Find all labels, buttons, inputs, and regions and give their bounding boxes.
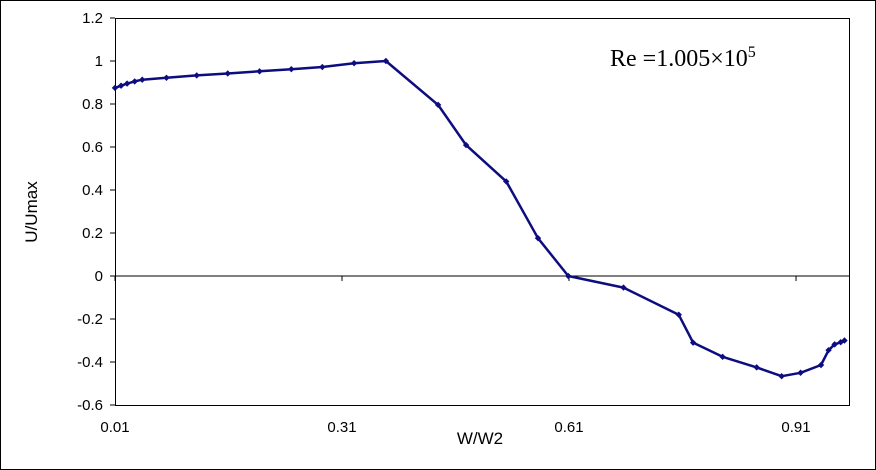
data-point: [117, 82, 125, 89]
data-point: [382, 57, 390, 65]
x-tick-label: 0.31: [327, 419, 356, 436]
y-tick-label: 0.2: [82, 225, 103, 242]
y-tick-label: -0.4: [77, 354, 103, 371]
y-tick-label: 1.2: [82, 10, 103, 27]
reynolds-annotation-main: Re =1.005×10: [610, 46, 748, 72]
data-point: [719, 353, 726, 361]
y-tick-label: 0: [95, 268, 103, 285]
data-point: [817, 361, 825, 369]
data-point: [163, 74, 170, 81]
data-point: [565, 272, 572, 280]
series-line: [114, 59, 846, 378]
data-point: [675, 311, 682, 318]
y-tick-label: 0.8: [82, 96, 103, 113]
data-point: [319, 63, 326, 71]
y-axis-title: U/Umax: [22, 181, 41, 243]
data-point: [462, 141, 470, 149]
data-point: [139, 76, 146, 83]
y-tick-label: -0.2: [77, 311, 103, 328]
x-tick-label: 0.61: [554, 419, 583, 436]
data-point: [753, 364, 760, 371]
data-point: [689, 339, 697, 346]
data-point: [288, 65, 295, 73]
data-point: [534, 234, 542, 242]
data-point: [841, 337, 848, 344]
series-layer: [111, 57, 848, 380]
data-point: [256, 68, 263, 75]
data-point: [434, 101, 442, 109]
data-point: [131, 78, 138, 85]
x-tick-label: 0.01: [100, 419, 129, 436]
data-point: [837, 339, 844, 346]
data-point: [350, 59, 358, 67]
x-tick-label: 0.91: [781, 419, 810, 436]
data-point: [620, 284, 627, 291]
data-point: [825, 346, 832, 354]
reynolds-annotation-exponent: 5: [748, 44, 756, 61]
data-point: [224, 70, 231, 77]
data-point: [778, 372, 785, 380]
y-tick-label: 0.4: [82, 182, 103, 199]
y-tick-label: -0.6: [77, 397, 103, 414]
data-point: [797, 369, 804, 376]
reynolds-annotation: Re =1.005×105: [610, 44, 756, 72]
x-axis-title: W/W2: [457, 429, 503, 448]
data-point: [111, 84, 119, 92]
plot-area: [115, 18, 850, 406]
data-point: [123, 80, 131, 87]
data-point: [503, 178, 510, 185]
data-point: [193, 72, 200, 79]
data-point: [831, 341, 838, 348]
y-tick-label: 0.6: [82, 139, 103, 156]
y-tick-label: 1: [95, 53, 103, 70]
axes: -0.6 -0.4 -0.2 0 0.2 0.4 0.6 0.8 1 1.2 0.01 0.31 0.6…: [77, 10, 849, 436]
